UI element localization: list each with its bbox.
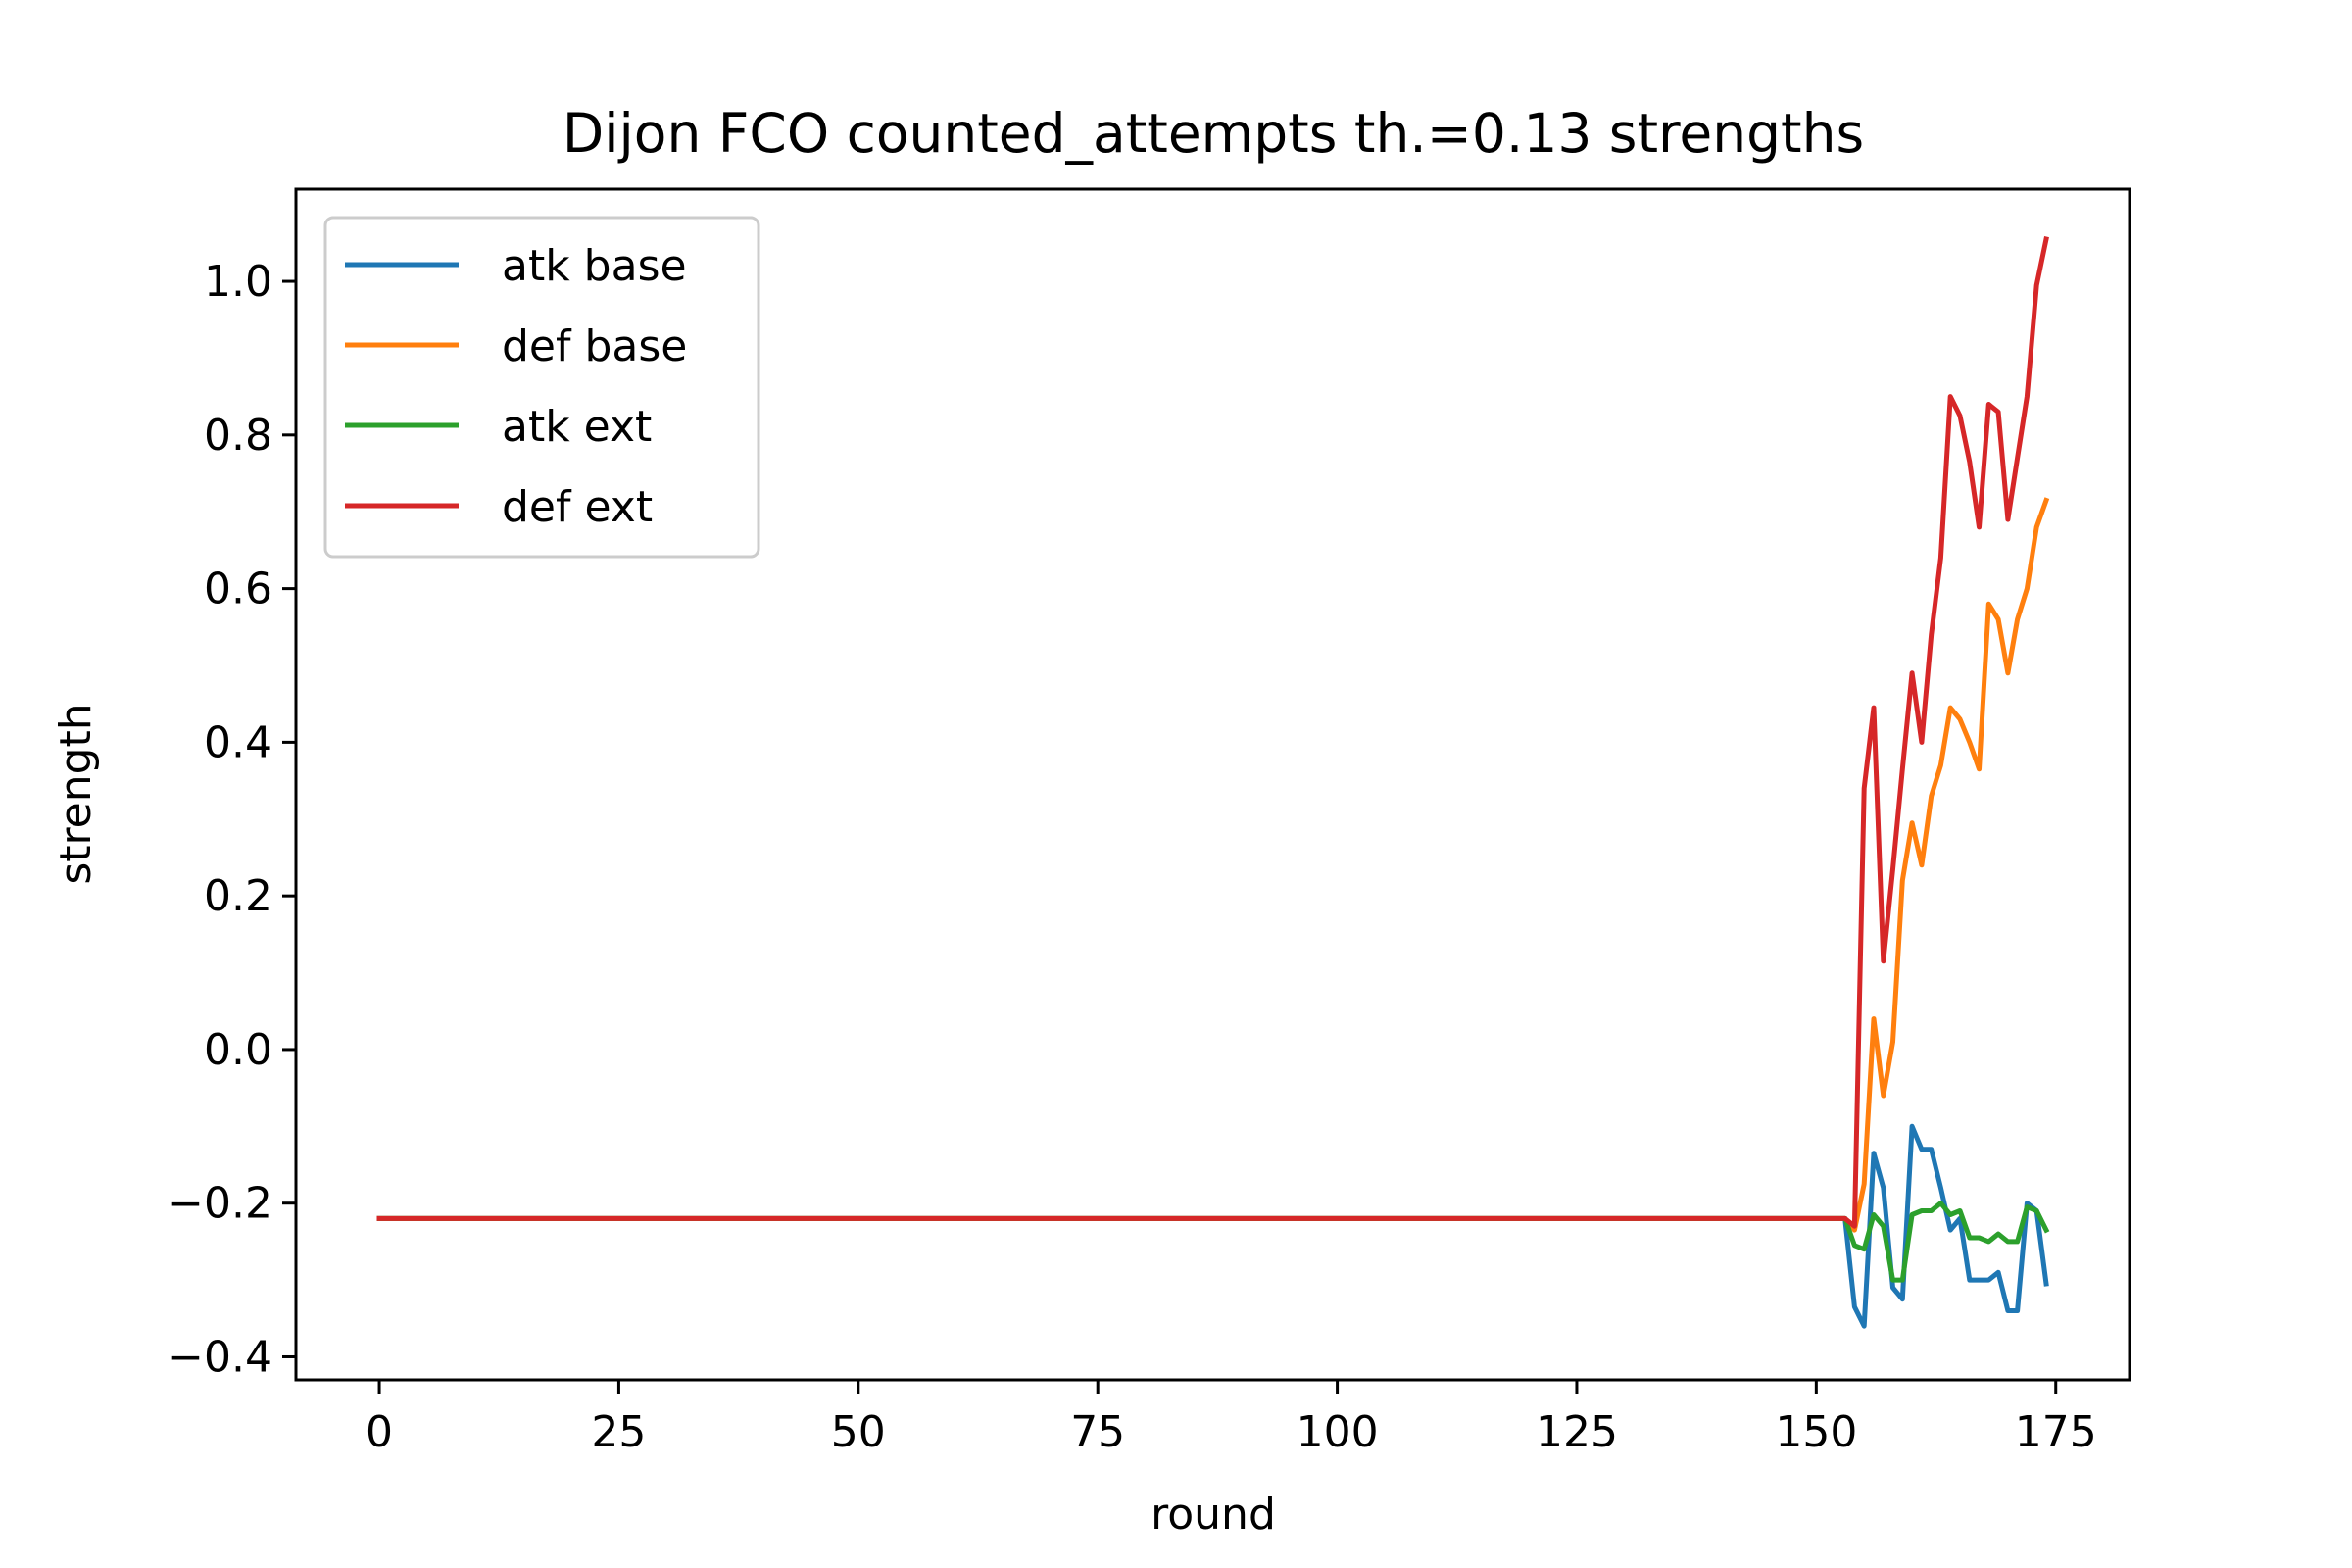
- legend-label-def-base: def base: [502, 321, 687, 371]
- x-axis-label: round: [1151, 1490, 1276, 1540]
- series-line-def-ext: [376, 236, 2049, 1229]
- legend: atk base def base atk ext def ext: [323, 216, 760, 559]
- x-tick-label: 125: [1536, 1407, 1618, 1457]
- x-tick-label: 0: [366, 1407, 393, 1457]
- series-line-atk-ext: [376, 1200, 2050, 1283]
- x-tick-label: 175: [2015, 1407, 2097, 1457]
- x-tick-label: 100: [1297, 1407, 1379, 1457]
- legend-label-def-ext: def ext: [502, 482, 653, 532]
- x-tick-label: 75: [1070, 1407, 1125, 1457]
- x-tick-label: 25: [591, 1407, 646, 1457]
- y-tick-label: 0.4: [204, 717, 272, 767]
- x-tick-label: 50: [831, 1407, 886, 1457]
- x-axis: 0 25 50 75 100 125 150 175: [366, 1380, 2097, 1457]
- x-tick-label: 150: [1775, 1407, 1857, 1457]
- y-tick-label: 0.8: [204, 411, 272, 461]
- series-line-def-base: [376, 497, 2050, 1233]
- legend-label-atk-ext: atk ext: [502, 402, 652, 452]
- y-tick-label: 1.0: [204, 257, 272, 307]
- axes-frame: [294, 187, 2132, 1382]
- y-tick-label: 0.0: [204, 1025, 272, 1075]
- chart-title: Dijon FCO counted_attempts th.=0.13 stre…: [563, 102, 1864, 165]
- y-tick-label: 0.2: [204, 871, 272, 921]
- y-axis-label: strength: [51, 703, 101, 884]
- legend-box: [323, 216, 760, 559]
- plot-area: [376, 236, 2050, 1329]
- y-tick-label: −0.2: [168, 1179, 272, 1229]
- y-tick-label: 0.6: [204, 564, 272, 614]
- legend-label-atk-base: atk base: [502, 241, 687, 291]
- y-axis: −0.4 −0.2 0.0 0.2 0.4 0.6 0.8 1.0: [168, 257, 296, 1382]
- y-tick-label: −0.4: [168, 1332, 272, 1382]
- series-line-atk-base: [376, 1123, 2049, 1329]
